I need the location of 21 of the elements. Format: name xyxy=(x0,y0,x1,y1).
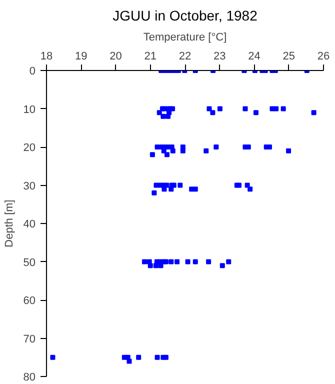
x-tick-label: 22 xyxy=(178,50,192,62)
x-tick-label: 21 xyxy=(144,50,157,62)
x-tick-label: 23 xyxy=(214,50,226,62)
x-tick-label: 20 xyxy=(110,50,122,62)
x-tick-label: 24 xyxy=(248,50,260,62)
y-tick-label: 0 xyxy=(29,66,36,78)
y-tick-label: 10 xyxy=(23,104,36,116)
x-tick-label: 18 xyxy=(40,50,53,62)
x-tick-label: 26 xyxy=(317,50,330,62)
y-tick-label: 70 xyxy=(23,333,36,346)
x-tick-label: 25 xyxy=(282,50,296,62)
y-tick-label: 50 xyxy=(23,256,36,269)
y-tick-label: 40 xyxy=(23,218,36,230)
y-tick-label: 30 xyxy=(23,180,36,192)
y-axis-title: Depth [m] xyxy=(3,200,16,248)
y-tick-label: 60 xyxy=(23,295,36,307)
x-tick-label: 19 xyxy=(75,50,88,62)
chart-title: JGUU in October, 1982 xyxy=(112,8,258,24)
y-tick-label: 80 xyxy=(23,372,36,384)
x-axis-title: Temperature [°C] xyxy=(143,32,227,44)
y-tick-label: 20 xyxy=(23,142,36,154)
